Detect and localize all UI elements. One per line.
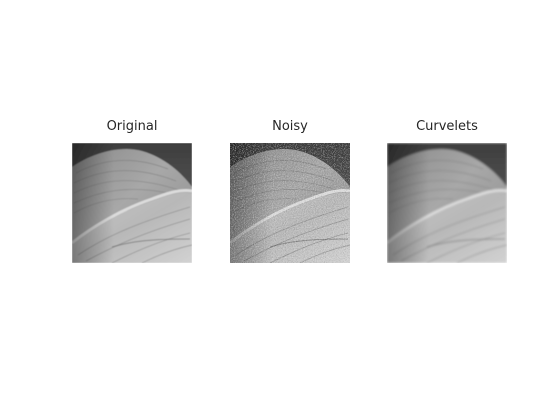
panel-title-original: Original (72, 119, 192, 135)
noisy-shell-image (230, 143, 350, 263)
curvelets-denoised-shell-image (387, 143, 507, 263)
original-shell-image (72, 143, 192, 263)
panel-title-curvelets: Curvelets (387, 119, 507, 135)
panel-title-noisy: Noisy (230, 119, 350, 135)
